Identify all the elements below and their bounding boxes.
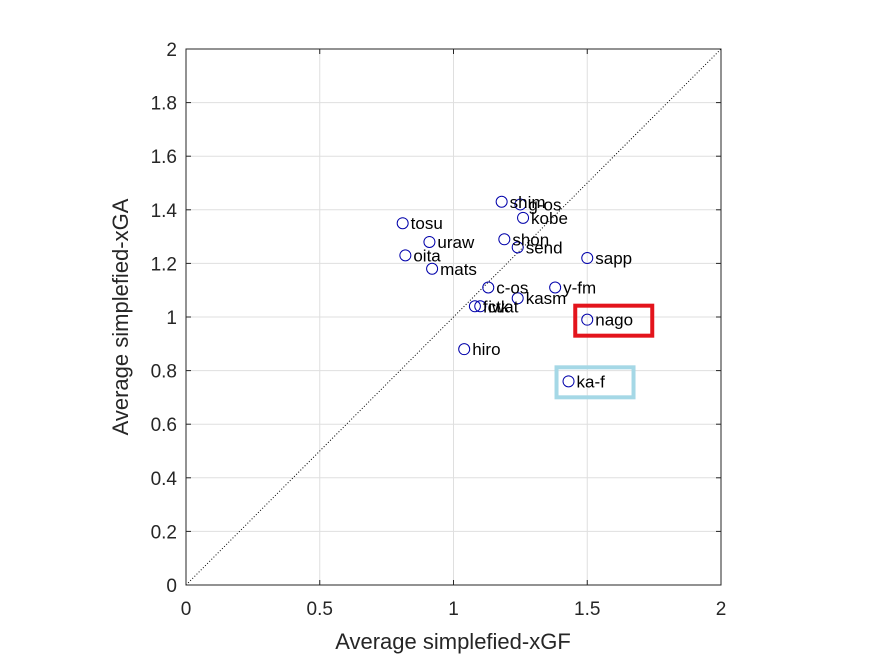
point-label-sapp: sapp [595,249,632,268]
ticks [185,48,722,586]
data-point-send [511,241,524,254]
x-tick-label: 1.5 [574,599,600,620]
point-label-mats: mats [440,260,477,279]
point-label-shim: shim [510,193,546,212]
point-label-fctk: fctk [483,297,510,316]
y-tick-label: 1.8 [151,94,177,115]
data-point-hiro [458,343,471,356]
data-point-y-fm [549,281,562,294]
data-point-sapp [581,252,594,265]
data-point-tosu [396,217,409,230]
y-tick-label: 0.8 [151,362,177,383]
point-label-tosu: tosu [411,214,443,233]
y-tick-label: 1 [166,308,177,329]
point-label-send: send [526,238,563,257]
x-tick-label: 1 [448,599,459,620]
y-tick-label: 1.6 [151,147,177,168]
data-point-g-os [514,198,527,211]
data-point-c-os [482,281,495,294]
point-label-hiro: hiro [472,340,500,359]
y-tick-label: 2 [166,40,177,61]
y-tick-label: 0.6 [151,415,177,436]
y-axis-title: Average simplefied-xGA [108,198,133,435]
point-label-shon: shon [512,230,549,249]
y-tick-label: 1.4 [151,201,178,222]
data-point-uraw [423,235,436,248]
data-point-ka-f [562,375,575,388]
point-label-kobe: kobe [531,209,568,228]
y-tick-labels: 0 0.2 0.4 0.6 0.8 1 1.2 1.4 1.6 1.8 2 [151,40,178,597]
highlight-box-nago [573,303,655,338]
point-label-uraw: uraw [437,233,475,252]
data-point-iwat [474,300,487,313]
point-label-g-os: g-os [528,195,561,214]
point-label-nago: nago [595,311,633,330]
data-point-kobe [517,211,530,224]
highlight-boxes [554,303,655,400]
y-tick-label: 0 [166,576,177,597]
reference-line [185,48,722,586]
x-tick-label: 0.5 [307,599,333,620]
data-point-kasm [511,292,524,305]
x-tick-label: 0 [181,599,192,620]
data-point-mats [426,262,439,275]
point-label-y-fm: y-fm [563,279,596,298]
point-label-ka-f: ka-f [577,372,606,391]
data-point-fctk [468,300,481,313]
data-point-shim [495,195,508,208]
point-label-c-os: c-os [496,279,528,298]
data-point-shon [498,233,511,246]
x-tick-label: 2 [716,599,727,620]
highlight-box-ka-f [554,365,636,400]
data-points [396,195,594,388]
data-point-oita [399,249,412,262]
point-label-oita: oita [413,246,441,265]
y-tick-label: 0.4 [151,469,178,490]
y-tick-label: 0.2 [151,522,177,543]
x-axis-title: Average simplefied-xGF [335,629,571,654]
data-point-nago [581,313,594,326]
point-label-kasm: kasm [526,289,567,308]
x-tick-labels: 0 0.5 1 1.5 2 [181,599,727,620]
point-label-iwat: iwat [488,297,519,316]
y-tick-label: 1.2 [151,254,177,275]
reference-line-group [185,48,722,586]
